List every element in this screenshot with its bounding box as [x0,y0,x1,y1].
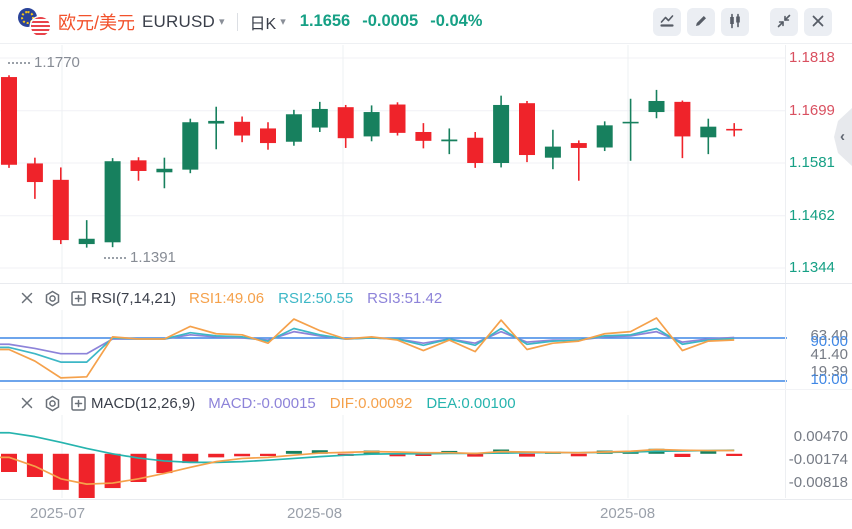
collapse-chevron-icon: ‹ [840,128,845,145]
remove-rsi-icon[interactable] [19,290,35,306]
panel-collapse-tab[interactable]: ‹ [833,108,852,166]
rsi1-reading: RSI1:49.06 [189,289,265,307]
panel-divider [0,283,852,284]
macd-expand-icon[interactable] [70,395,87,412]
candlestick-icon [726,12,744,33]
dif-reading: DIF:0.00092 [329,394,413,412]
last-price: 1.1656 [299,12,351,30]
collapse-arrows-icon [775,12,793,33]
chart-toolbar [653,8,832,36]
price-axis-separator [785,45,786,498]
rsi-header: RSI(7,14,21) RSI1:49.06 RSI2:50.55 RSI3:… [0,285,456,311]
close-chart-button[interactable] [804,8,832,36]
rsi2-reading: RSI2:50.55 [278,289,354,307]
time-axis[interactable]: 2025-07 2025-08 2025-08 [0,499,852,529]
low-annotation: 1.1391 [104,249,176,266]
time-axis-label: 2025-07 [30,505,86,522]
collapse-chart-button[interactable] [770,8,798,36]
top-bar: 欧元/美元 EURUSD ▾ 日K ▾ 1.1656 -0.0005 -0.04… [0,0,852,44]
price-change: -0.0005 [362,12,419,30]
indicator-axis-label: -0.00818 [788,474,848,491]
line-chart-icon [658,12,676,33]
indicator-button[interactable] [653,8,681,36]
timeframe-selector[interactable]: 日K [249,15,277,33]
indicator-axis-label: -0.00174 [788,451,848,468]
macd-settings-gear-icon[interactable] [44,395,61,412]
chevron-down-icon[interactable]: ▾ [280,16,286,28]
rsi-settings-gear-icon[interactable] [44,290,61,307]
pencil-icon [692,12,710,33]
pair-name: 欧元/美元 [58,12,136,33]
indicator-axis-label: 90.00 [810,333,848,350]
dea-reading: DEA:0.00100 [426,394,516,412]
close-icon [809,12,827,33]
remove-macd-icon[interactable] [19,395,35,411]
time-axis-label: 2025-08 [287,505,343,522]
rsi3-reading: RSI3:51.42 [367,289,443,307]
price-axis-label: 1.1818 [789,49,835,66]
price-change-percent: -0.04% [430,12,483,30]
indicator-axis-label: 10.00 [810,371,848,388]
time-axis-label: 2025-08 [600,505,656,522]
macd-title[interactable]: MACD(12,26,9) [91,394,196,412]
macd-reading: MACD:-0.00015 [208,394,316,412]
symbol-label[interactable]: EURUSD [142,11,216,31]
indicator-axis-label: 41.40 [810,346,848,363]
indicator-axis-label: 0.00470 [793,428,848,445]
price-axis-label: 1.1462 [789,206,835,224]
pair-flag-icon [18,7,54,37]
indicator-axis-label: 19.39 [810,363,848,380]
indicator-axis-label: 63.40 [810,327,848,344]
leader-dots [104,256,126,259]
rsi-plot[interactable] [0,310,787,390]
us-flag-icon [31,16,50,36]
candlestick-plot[interactable] [0,45,787,283]
price-axis-label: 1.1699 [789,101,835,119]
chevron-down-icon[interactable]: ▾ [219,16,225,28]
rsi-expand-icon[interactable] [70,290,87,307]
divider [236,12,238,31]
high-annotation: 1.1770 [8,54,80,71]
rsi-title[interactable]: RSI(7,14,21) [91,289,177,307]
price-axis-label: 1.1344 [789,259,835,276]
macd-header: MACD(12,26,9) MACD:-0.00015 DIF:0.00092 … [0,390,530,416]
draw-button[interactable] [687,8,715,36]
panel-divider [0,389,852,390]
leader-dots [8,61,30,64]
macd-plot[interactable] [0,415,787,498]
candle-style-button[interactable] [721,8,749,36]
price-axis-label: 1.1581 [789,154,835,171]
